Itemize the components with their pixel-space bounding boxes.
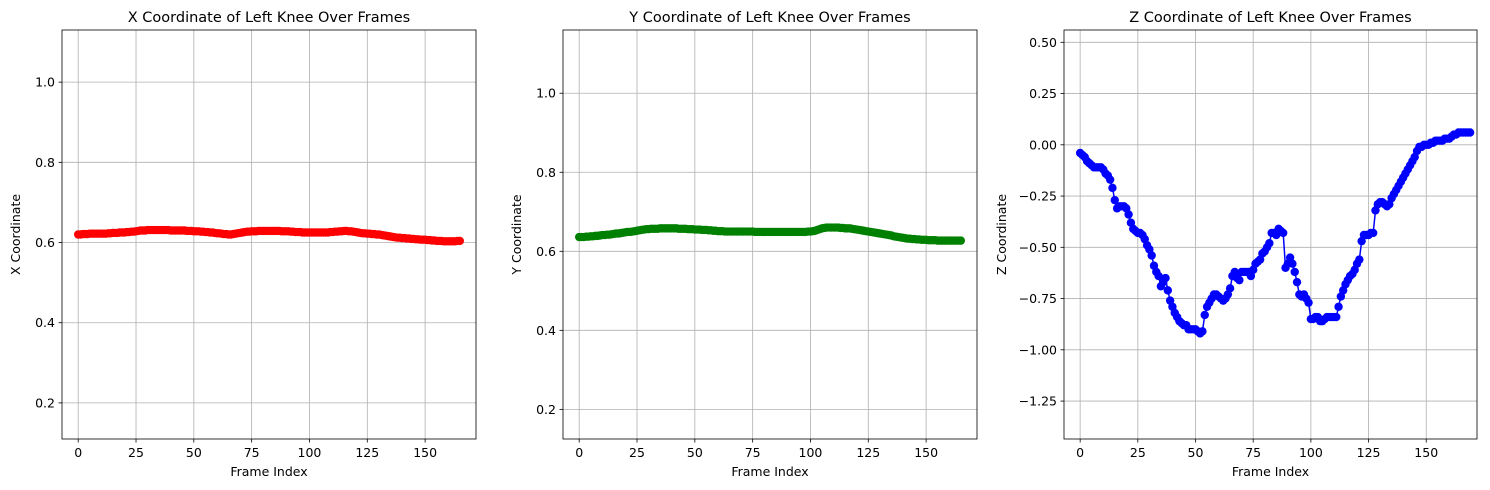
chart-panel-1: 0 25 50 75 100 125 150 0.2 0.4 0.6 0.8 1.0 X Coordin…: [8, 10, 477, 479]
y-tick-label: 0.2: [35, 395, 55, 410]
data-point: [1163, 286, 1173, 295]
data-point: [1304, 298, 1313, 307]
x-tick-label: 0: [575, 445, 583, 460]
y-tick-label: −0.25: [1019, 189, 1057, 204]
y-axis-label: Z Coordinate: [994, 194, 1009, 275]
axes-frame: [61, 29, 477, 440]
x-axis-label: Frame Index: [731, 464, 808, 479]
x-tick-label: 75: [745, 445, 761, 460]
x-axis-label: Frame Index: [230, 464, 307, 479]
data-point: [1332, 312, 1341, 322]
x-tick-label: 75: [244, 445, 260, 460]
y-tick-label: 1.0: [35, 75, 55, 90]
data-point: [1198, 327, 1207, 336]
y-tick-label: −0.75: [1019, 291, 1057, 306]
x-tick-label: 125: [1357, 445, 1381, 460]
data-point: [1290, 267, 1299, 277]
data-point: [1265, 239, 1274, 248]
x-tick-label: 25: [128, 445, 144, 460]
data-point: [1108, 183, 1117, 193]
chart-title: X Coordinate of Left Knee Over Frames: [128, 10, 410, 26]
data-point: [1154, 271, 1163, 281]
chart-title: Z Coordinate of Left Knee Over Frames: [1129, 10, 1411, 26]
x-tick-label: 125: [355, 445, 379, 460]
chart-title: Y Coordinate of Left Knee Over Frames: [628, 10, 910, 26]
y-axis-label: Y Coordinate: [509, 194, 524, 275]
y-tick-label: 0.6: [35, 235, 55, 250]
y-tick-label: 0.2: [536, 402, 556, 417]
chart-panel-3: 0 25 50 75 100 125 150 −1.25 −1.00 −0.75 −0.50 −0.2…: [994, 10, 1478, 479]
x-tick-label: 150: [413, 445, 437, 460]
axes-frame: [562, 29, 978, 440]
data-point: [1368, 228, 1378, 238]
y-tick-label: 0.50: [1029, 35, 1057, 50]
data-point: [1235, 275, 1244, 285]
data-point: [1288, 259, 1297, 268]
data-point: [1200, 310, 1209, 320]
data-point: [1334, 302, 1343, 311]
axes-frame: [1063, 29, 1478, 440]
y-tick-label: 1.0: [536, 86, 556, 101]
y-tick-label: −1.25: [1019, 394, 1057, 409]
data-point: [455, 236, 465, 246]
y-tick-label: −1.00: [1019, 342, 1057, 357]
x-tick-label: 150: [1414, 445, 1438, 460]
x-axis-label: Frame Index: [1232, 464, 1309, 479]
x-tick-label: 100: [799, 445, 823, 460]
data-point: [1161, 273, 1170, 283]
data-point: [1355, 255, 1364, 264]
y-tick-label: 0.6: [536, 244, 556, 259]
y-tick-label: 0.4: [536, 323, 556, 338]
data-point: [1225, 284, 1235, 293]
y-tick-label: 0.25: [1029, 86, 1057, 101]
data-point: [1105, 175, 1115, 184]
data-point: [1465, 128, 1475, 137]
data-point: [956, 236, 966, 245]
data-point: [1278, 228, 1288, 238]
x-tick-label: 100: [1299, 445, 1323, 460]
x-tick-label: 50: [687, 445, 703, 460]
y-tick-label: 0.00: [1029, 137, 1057, 152]
y-tick-label: 0.8: [35, 155, 55, 170]
data-point: [1292, 277, 1302, 287]
x-tick-label: 100: [298, 445, 322, 460]
x-tick-label: 125: [856, 445, 880, 460]
y-tick-label: 0.8: [536, 165, 556, 180]
x-tick-label: 50: [186, 445, 202, 460]
y-tick-label: −0.50: [1019, 240, 1057, 255]
data-point: [1124, 210, 1133, 219]
x-tick-label: 0: [1076, 445, 1084, 460]
x-tick-label: 75: [1245, 445, 1261, 460]
x-tick-label: 150: [914, 445, 938, 460]
y-tick-label: 0.4: [35, 315, 55, 330]
data-point: [1110, 195, 1119, 205]
x-tick-label: 50: [1188, 445, 1204, 460]
x-tick-label: 0: [74, 445, 82, 460]
chart-panel-2: 0 25 50 75 100 125 150 0.2 0.4 0.6 0.8 1.0 Y Coordin…: [509, 10, 978, 479]
x-tick-label: 25: [629, 445, 645, 460]
y-axis-label: X Coordinate: [8, 194, 23, 275]
x-tick-label: 25: [1130, 445, 1146, 460]
data-point: [1147, 251, 1156, 260]
